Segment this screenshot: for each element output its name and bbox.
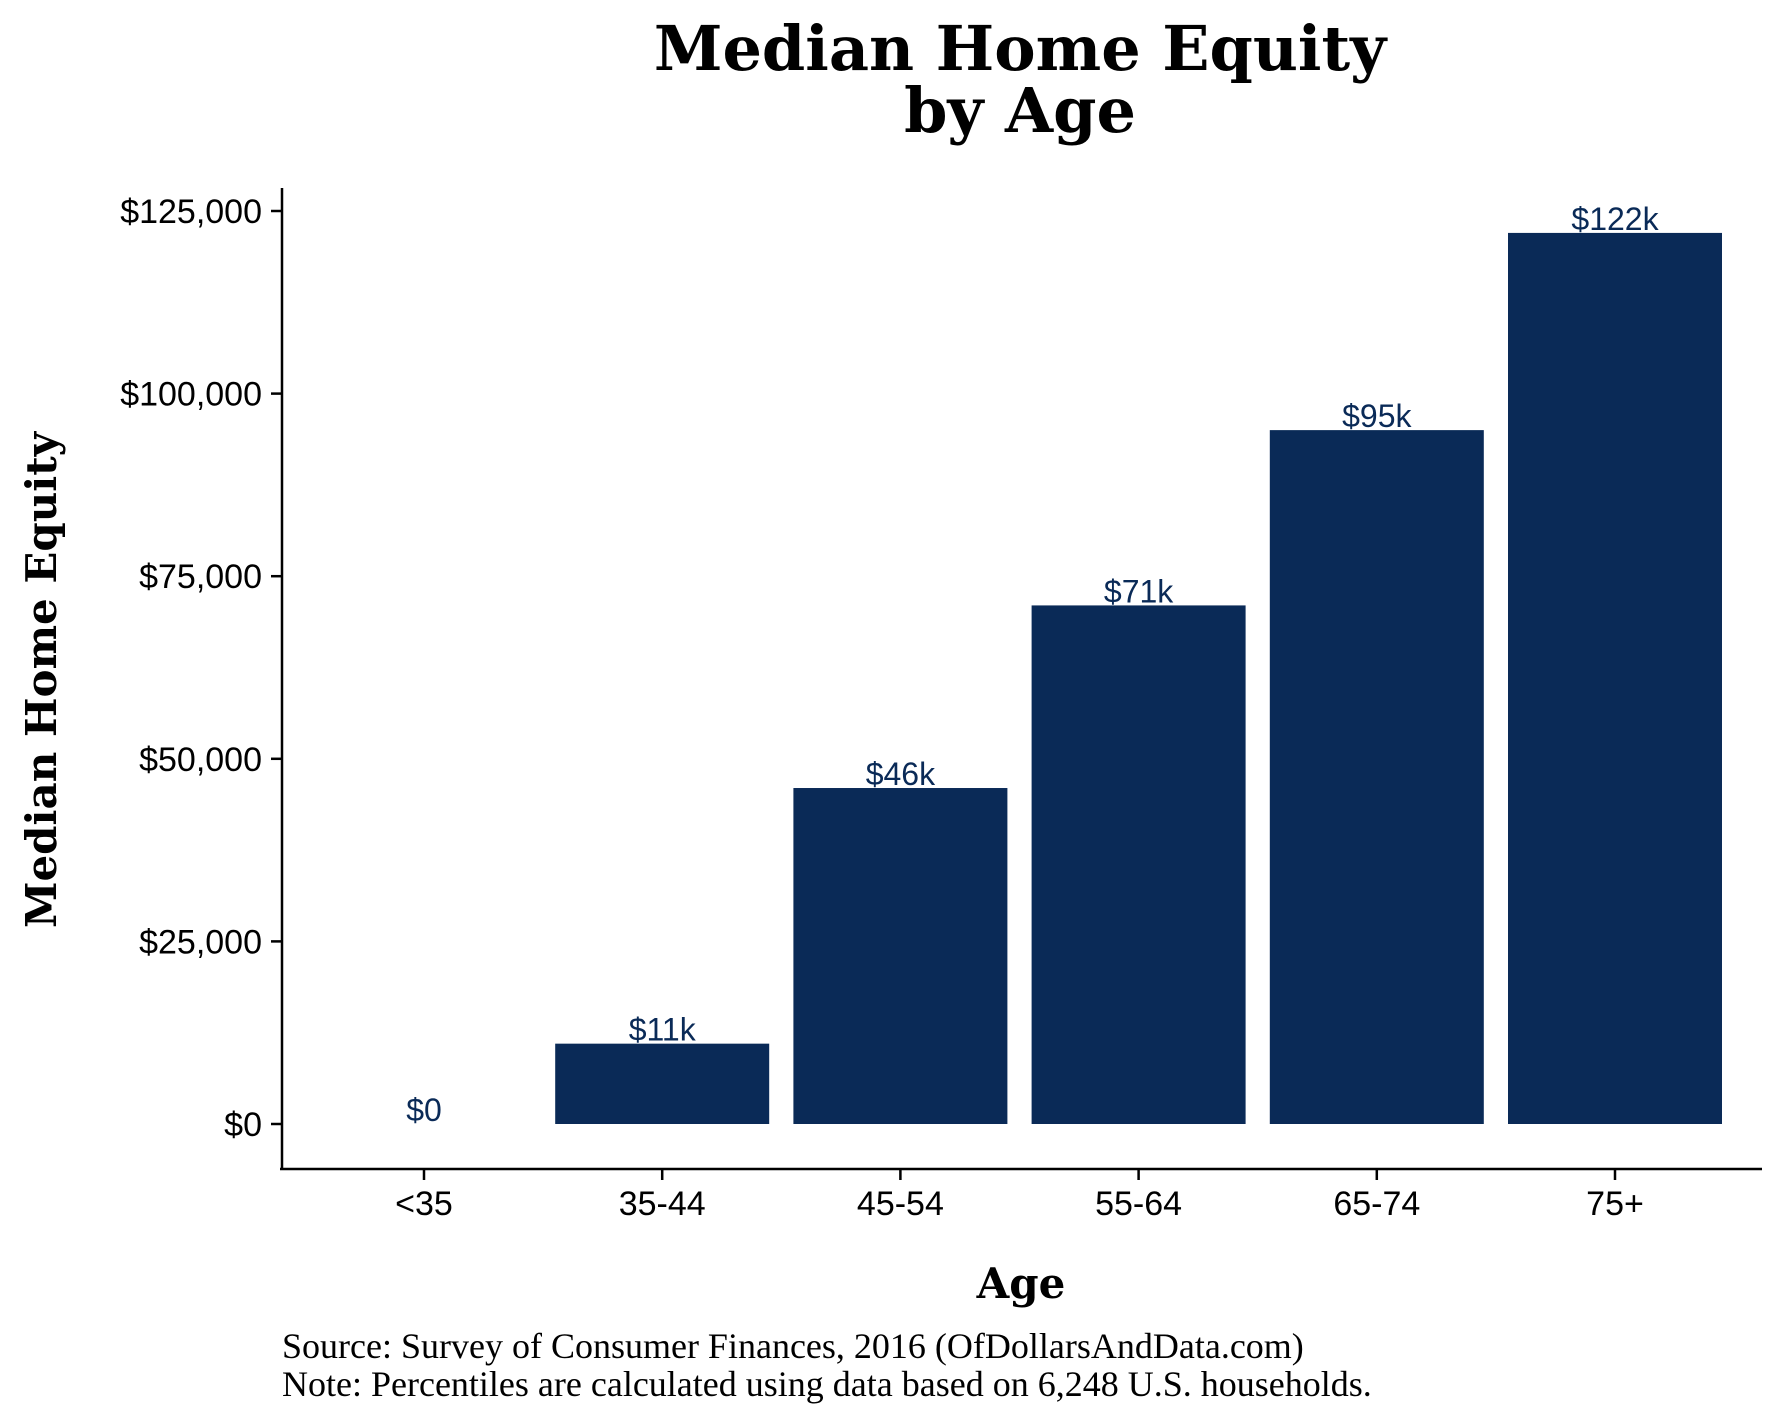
y-tick-label-1: $25,000 xyxy=(139,923,262,961)
x-tick-label-3: 55-64 xyxy=(1095,1185,1182,1223)
x-axis-title: Age xyxy=(976,1259,1066,1308)
source-note: Source: Survey of Consumer Finances, 201… xyxy=(282,1326,1304,1366)
y-tick-label-3: $75,000 xyxy=(139,558,262,596)
y-ticks-group: $0 $25,000 $50,000 $75,000 $100,000 $125,000 xyxy=(120,193,282,1144)
data-label-3: $71k xyxy=(1104,573,1174,609)
x-tick-label-2: 45-54 xyxy=(857,1185,944,1223)
y-tick-label-0: $0 xyxy=(224,1106,262,1144)
bar-3 xyxy=(1031,605,1246,1124)
chart-title-line-2: by Age xyxy=(904,74,1136,147)
x-tick-label-1: 35-44 xyxy=(619,1185,706,1223)
y-axis-title: Median Home Equity xyxy=(17,430,66,928)
data-label-4: $95k xyxy=(1342,398,1412,434)
bar-4 xyxy=(1269,430,1484,1124)
percentile-note: Note: Percentiles are calculated using d… xyxy=(282,1364,1372,1404)
y-tick-label-2: $50,000 xyxy=(139,741,262,779)
data-label-5: $122k xyxy=(1571,201,1659,237)
bars-group xyxy=(555,232,1722,1125)
y-tick-label-5: $125,000 xyxy=(120,193,262,231)
bar-5 xyxy=(1508,232,1722,1125)
data-label-0: $0 xyxy=(406,1092,442,1128)
x-tick-label-4: 65-74 xyxy=(1333,1185,1420,1223)
y-tick-label-4: $100,000 xyxy=(120,376,262,414)
bar-2 xyxy=(793,788,1008,1124)
data-labels-group: $0 $11k $46k $71k $95k $122k xyxy=(406,201,1659,1128)
x-tick-label-0: <35 xyxy=(395,1185,453,1223)
data-label-2: $46k xyxy=(866,756,936,792)
data-label-1: $11k xyxy=(629,1012,697,1048)
x-ticks-group: <35 35-44 45-54 55-64 65-74 75+ xyxy=(395,1169,1644,1223)
bar-1 xyxy=(555,1043,770,1124)
x-tick-label-5: 75+ xyxy=(1586,1185,1644,1223)
chart-title-line-1: Median Home Equity xyxy=(654,12,1388,85)
